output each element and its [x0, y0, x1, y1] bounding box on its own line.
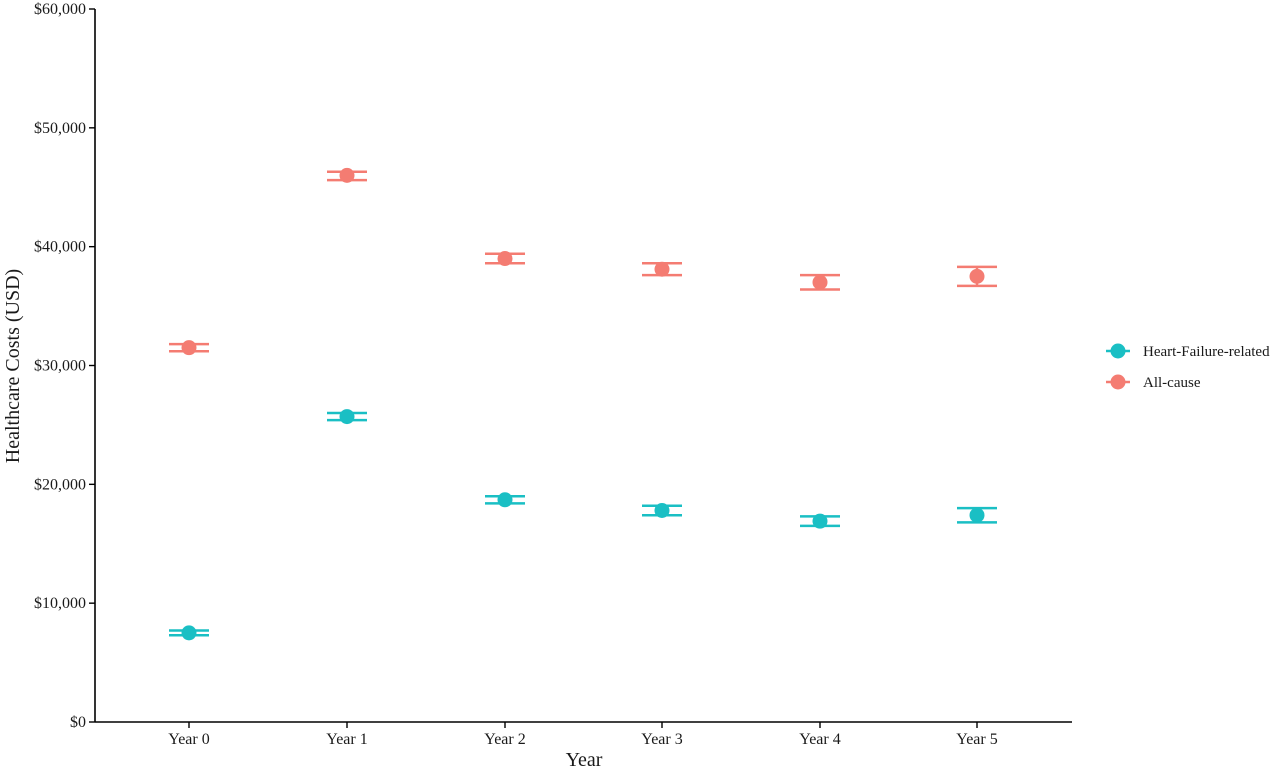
y-tick-label: $0 [70, 714, 86, 731]
y-tick-label: $40,000 [34, 239, 86, 256]
legend-swatch-dot-heart-failure [1110, 343, 1126, 359]
data-point [339, 409, 355, 425]
data-point [969, 268, 985, 284]
x-tick-label: Year 5 [956, 731, 997, 748]
x-tick-label: Year 3 [641, 731, 682, 748]
legend-item-all-cause: All-cause [1106, 374, 1201, 391]
series-heart-failure [169, 409, 997, 641]
data-point [181, 340, 197, 356]
data-point [654, 502, 670, 518]
x-tick-label: Year 1 [326, 731, 367, 748]
data-point [181, 625, 197, 641]
data-point [812, 274, 828, 290]
legend-label-heart-failure: Heart-Failure-related [1143, 344, 1270, 360]
legend-item-heart-failure: Heart-Failure-related [1106, 343, 1270, 360]
chart-marks [169, 167, 997, 641]
series-all-cause [169, 167, 997, 356]
x-tick-label: Year 2 [484, 731, 525, 748]
legend: Heart-Failure-related All-cause [1106, 343, 1270, 391]
y-tick-label: $10,000 [34, 595, 86, 612]
data-point [497, 492, 513, 508]
data-point [812, 513, 828, 529]
y-tick-label: $20,000 [34, 476, 86, 493]
legend-swatch-dot-all-cause [1110, 374, 1126, 390]
axes [94, 9, 1072, 723]
x-tick-label: Year 0 [168, 731, 209, 748]
data-point [339, 167, 355, 183]
y-tick-label: $30,000 [34, 358, 86, 375]
x-tick-label: Year 4 [799, 731, 840, 748]
y-tick-label: $50,000 [34, 120, 86, 137]
data-point [969, 507, 985, 523]
legend-label-all-cause: All-cause [1143, 375, 1201, 391]
ticks: $0 $10,000 $20,000 $30,000 $40,000 $50,000 $60… [34, 1, 998, 748]
data-point [654, 261, 670, 277]
x-axis-title: Year [566, 749, 603, 770]
y-tick-label: $60,000 [34, 1, 86, 18]
data-point [497, 251, 513, 267]
y-axis-title: Healthcare Costs (USD) [2, 269, 24, 463]
